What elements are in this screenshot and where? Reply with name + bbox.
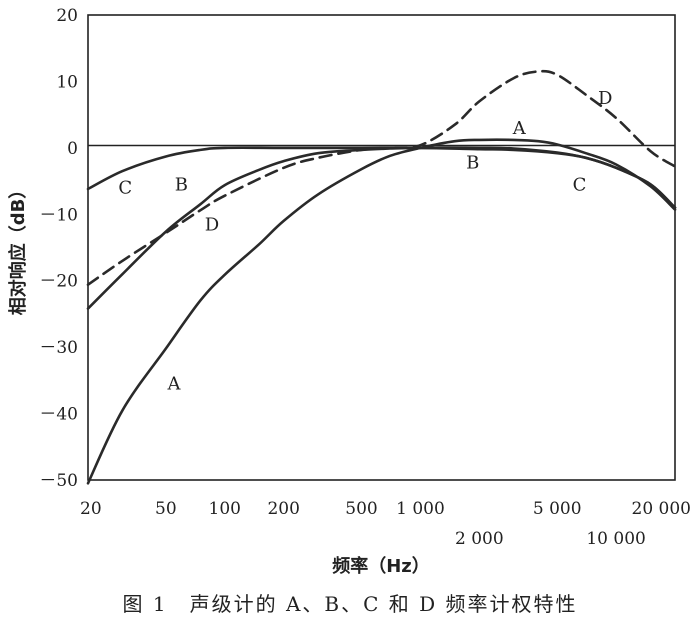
x-tick-label: 1 000 — [396, 499, 445, 519]
y-tick-label: 10 — [56, 72, 78, 92]
y-tick-label: －30 — [39, 338, 78, 358]
y-tick-label: －10 — [39, 205, 78, 225]
curve-b — [86, 146, 677, 310]
x-tick-label: 200 — [267, 499, 299, 519]
curve-label-a: A — [166, 374, 181, 395]
x-tick-label: 20 000 — [632, 499, 691, 519]
x-tick-label-secondary: 2 000 — [455, 529, 504, 549]
x-axis-title: 频率（Hz） — [332, 555, 430, 577]
x-tick-label: 100 — [209, 499, 241, 519]
curve-label-d: D — [205, 214, 219, 235]
curve-label-b: B — [466, 152, 479, 173]
curve-label-c: C — [118, 178, 132, 199]
curve-a — [86, 138, 677, 485]
curve-label-c: C — [573, 174, 587, 195]
y-tick-label: －40 — [39, 405, 78, 425]
plot-frame — [87, 14, 676, 481]
curve-label-b: B — [175, 174, 188, 195]
x-tick-label-secondary: 10 000 — [586, 529, 645, 549]
weighting-curves — [86, 69, 677, 485]
y-axis-title: 相对响应（dB） — [7, 181, 29, 316]
x-tick-label: 5 000 — [533, 499, 582, 519]
y-tick-labels: 20 10 0 －10 －20 －30 －40 －50 — [39, 6, 78, 491]
curve-label-a: A — [512, 118, 527, 139]
y-tick-label: －50 — [39, 471, 78, 491]
curve-c — [86, 146, 677, 209]
y-tick-label: 20 — [56, 6, 78, 26]
x-tick-labels: 20 50 100 200 500 1 000 5 000 20 000 2 000 10 000 — [80, 499, 691, 549]
x-tick-label: 50 — [155, 499, 177, 519]
figure-caption: 图 1 声级计的 A、B、C 和 D 频率计权特性 — [122, 592, 578, 616]
y-tick-label: －20 — [39, 272, 78, 292]
y-tick-label: 0 — [67, 139, 78, 159]
curve-label-d: D — [598, 88, 612, 109]
x-tick-label: 20 — [80, 499, 102, 519]
x-tick-label: 500 — [345, 499, 377, 519]
curve-d — [86, 69, 677, 286]
